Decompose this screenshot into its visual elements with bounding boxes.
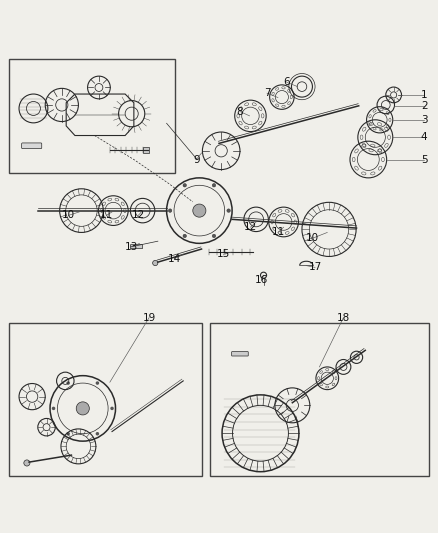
Text: 11: 11 <box>100 211 113 221</box>
Bar <box>10 323 201 476</box>
Circle shape <box>76 402 89 415</box>
Text: 12: 12 <box>131 211 145 221</box>
Circle shape <box>152 261 158 265</box>
Text: 3: 3 <box>421 115 427 125</box>
Text: 16: 16 <box>255 276 268 286</box>
Circle shape <box>212 183 216 187</box>
Circle shape <box>168 209 172 212</box>
Text: 10: 10 <box>62 211 75 221</box>
Text: 12: 12 <box>244 222 257 232</box>
Text: 4: 4 <box>421 132 427 142</box>
FancyBboxPatch shape <box>131 245 143 248</box>
Bar <box>144 147 149 152</box>
Text: 6: 6 <box>283 77 290 87</box>
Bar <box>10 59 175 173</box>
Circle shape <box>67 381 70 385</box>
FancyBboxPatch shape <box>21 143 42 149</box>
Circle shape <box>110 407 114 410</box>
Text: 2: 2 <box>421 101 427 111</box>
Text: 17: 17 <box>308 262 321 272</box>
Circle shape <box>67 432 70 435</box>
Circle shape <box>212 234 216 238</box>
Text: 18: 18 <box>337 312 350 322</box>
Text: 13: 13 <box>125 242 138 252</box>
Circle shape <box>227 209 230 212</box>
Text: 9: 9 <box>193 155 200 165</box>
Circle shape <box>95 381 99 385</box>
Circle shape <box>193 204 206 217</box>
Circle shape <box>24 460 30 466</box>
Circle shape <box>95 432 99 435</box>
Text: 7: 7 <box>264 88 270 98</box>
Text: 11: 11 <box>271 228 285 237</box>
Text: 15: 15 <box>217 249 230 259</box>
Text: 5: 5 <box>421 155 427 165</box>
Text: 10: 10 <box>306 233 319 243</box>
Text: 8: 8 <box>237 107 243 117</box>
Circle shape <box>183 234 187 238</box>
Text: 14: 14 <box>168 254 181 264</box>
FancyBboxPatch shape <box>232 352 248 356</box>
Text: 1: 1 <box>421 90 427 100</box>
Bar <box>210 323 428 476</box>
Circle shape <box>52 407 55 410</box>
Text: 19: 19 <box>142 312 156 322</box>
Circle shape <box>183 183 187 187</box>
